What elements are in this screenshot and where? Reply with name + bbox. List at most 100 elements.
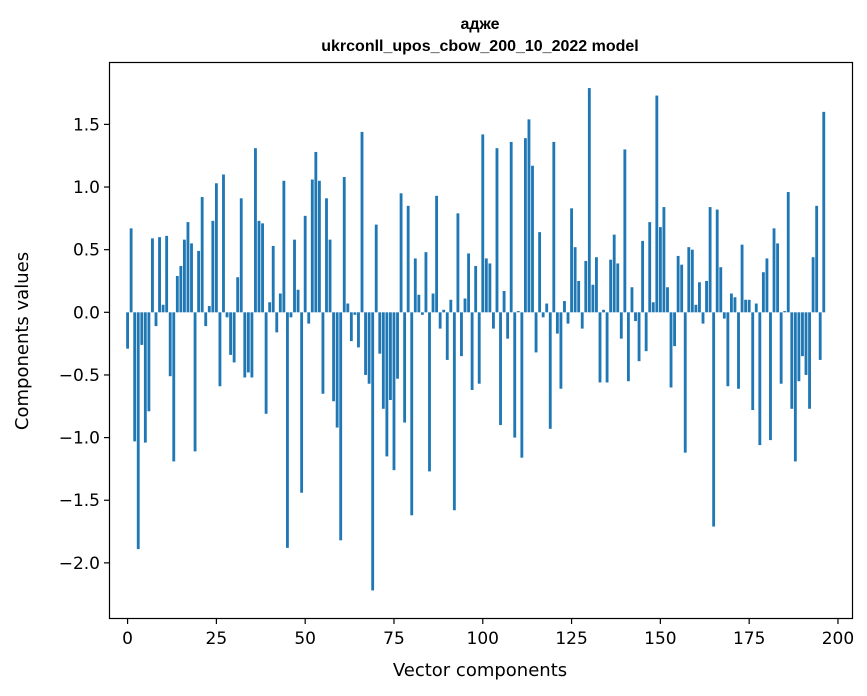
x-tick-label-0: 0	[122, 629, 133, 649]
bar-147	[648, 222, 652, 313]
bar-53	[314, 151, 318, 313]
bar-66	[360, 131, 364, 313]
bar-149	[655, 95, 659, 313]
y-tick-label-6: 1.0	[73, 178, 100, 198]
bar-185	[783, 311, 787, 313]
bar-161	[698, 282, 701, 313]
bar-22	[204, 312, 208, 327]
bar-162	[701, 312, 705, 324]
bar-60	[339, 312, 343, 541]
bar-86	[431, 293, 435, 313]
bar-113	[527, 119, 531, 313]
bar-102	[488, 263, 492, 313]
bar-7	[151, 238, 154, 313]
bar-164	[708, 207, 712, 313]
bar-76	[396, 312, 399, 379]
bar-116	[538, 232, 542, 313]
y-tick-label-7: 1.5	[73, 115, 100, 135]
bar-80	[410, 312, 414, 516]
bar-17	[186, 222, 190, 313]
bar-35	[250, 312, 254, 378]
bar-55	[321, 312, 325, 394]
bar-122	[559, 312, 563, 389]
bar-100	[481, 134, 485, 313]
bar-5	[143, 312, 147, 443]
bar-167	[719, 267, 723, 313]
bar-6	[147, 312, 151, 412]
bar-173	[740, 244, 744, 313]
bar-54	[317, 180, 321, 313]
bar-105	[499, 312, 502, 426]
bar-2	[133, 312, 137, 442]
bar-194	[815, 205, 819, 313]
bar-41	[271, 245, 275, 313]
bar-70	[374, 224, 378, 313]
bar-64	[353, 312, 357, 315]
bar-8	[154, 312, 158, 327]
bar-121	[555, 312, 559, 334]
bar-119	[548, 312, 552, 429]
bar-131	[591, 284, 595, 313]
bar-114	[531, 165, 534, 313]
bar-109	[513, 312, 517, 438]
y-tick-label-5: 0.5	[73, 241, 100, 261]
bar-0	[126, 312, 129, 349]
bar-184	[779, 312, 783, 384]
bar-62	[346, 303, 350, 313]
x-tick-label-2: 50	[294, 629, 316, 649]
bar-195	[818, 312, 822, 360]
x-tick-label-4: 100	[467, 629, 499, 649]
bar-178	[758, 312, 762, 446]
bar-68	[367, 312, 371, 384]
bar-115	[534, 312, 538, 353]
bar-126	[573, 247, 577, 313]
bar-26	[218, 312, 222, 387]
bar-152	[666, 287, 669, 313]
bar-169	[726, 312, 730, 387]
bar-168	[722, 312, 726, 319]
y-tick-label-2: −1.0	[59, 429, 100, 449]
bar-51	[307, 312, 311, 324]
bar-132	[595, 257, 598, 313]
bar-179	[761, 272, 765, 313]
bar-23	[207, 306, 211, 313]
bar-156	[680, 264, 684, 313]
bar-165	[712, 312, 716, 527]
bar-176	[751, 312, 755, 411]
bar-11	[165, 235, 169, 313]
bar-160	[694, 304, 698, 313]
bar-30	[232, 312, 236, 363]
chart-title: адже	[460, 16, 499, 33]
bar-85	[428, 312, 431, 472]
bar-74	[389, 312, 392, 401]
bar-183	[776, 243, 780, 313]
x-tick-label-1: 25	[206, 629, 228, 649]
bar-47	[293, 239, 296, 313]
bar-146	[644, 312, 648, 352]
bar-78	[403, 312, 407, 423]
bar-56	[325, 198, 328, 313]
bar-84	[424, 252, 428, 313]
bar-129	[584, 260, 588, 313]
bar-193	[811, 257, 815, 313]
bar-71	[378, 312, 382, 354]
x-axis-label: Vector components	[393, 660, 567, 681]
bar-128	[580, 312, 584, 329]
bar-151	[662, 207, 666, 313]
bar-94	[460, 312, 463, 357]
bar-81	[413, 258, 417, 313]
bar-155	[676, 255, 680, 313]
bar-180	[765, 258, 769, 313]
bar-72	[381, 312, 385, 409]
bar-49	[300, 312, 304, 493]
bar-1	[129, 228, 133, 313]
bar-186	[786, 192, 790, 313]
bar-65	[357, 312, 360, 348]
bar-188	[793, 312, 797, 462]
bar-63	[349, 312, 353, 342]
bar-143	[634, 312, 637, 322]
bar-159	[690, 249, 694, 313]
x-axis-ticks: 0 25 50 75 100 125 150 175 200	[122, 618, 854, 649]
bar-34	[246, 312, 250, 373]
bar-127	[577, 280, 581, 313]
